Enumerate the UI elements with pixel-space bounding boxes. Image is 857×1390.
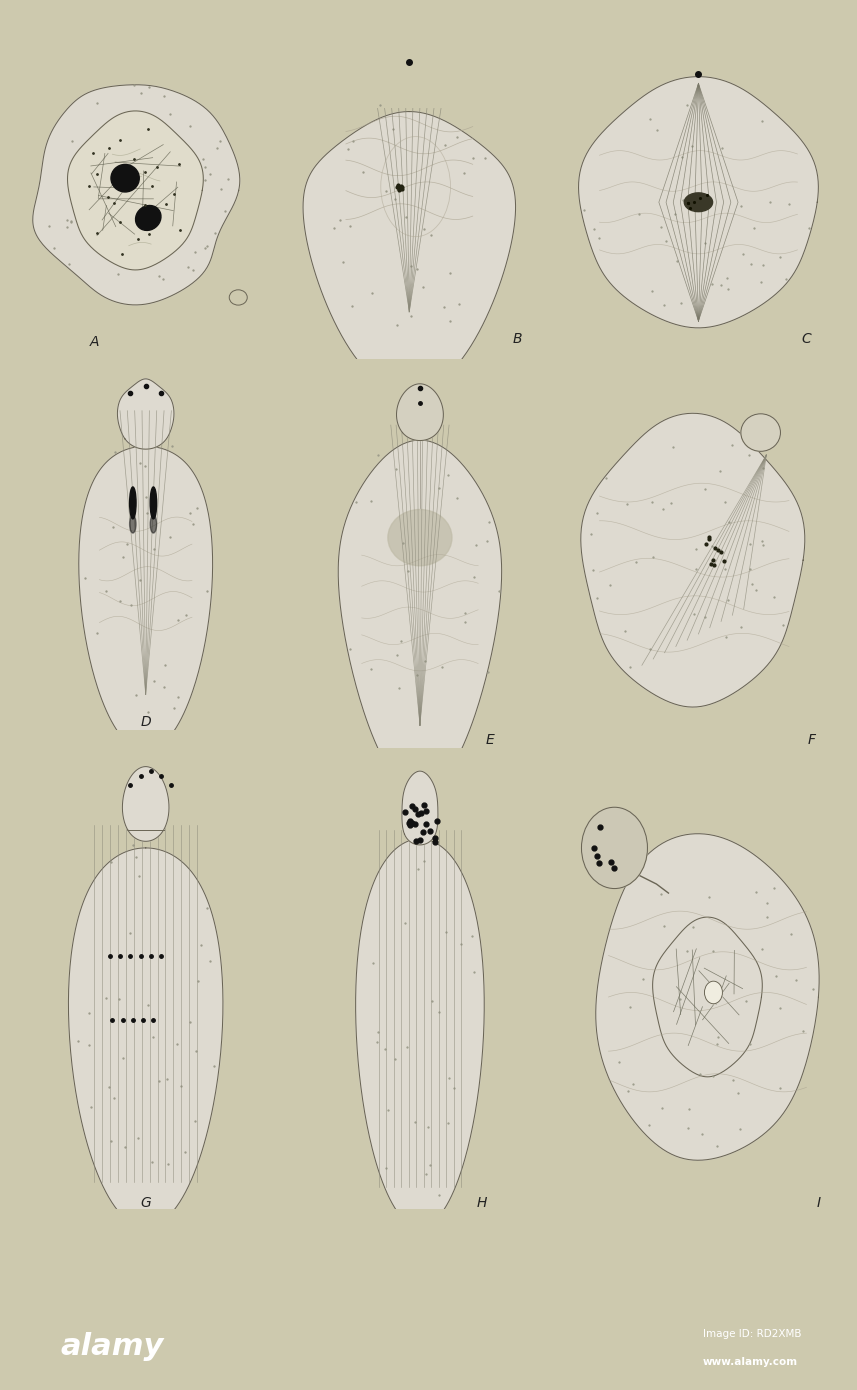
Ellipse shape <box>740 414 781 452</box>
Ellipse shape <box>684 193 712 211</box>
Polygon shape <box>397 384 443 441</box>
Text: D: D <box>141 716 151 730</box>
Polygon shape <box>581 413 805 708</box>
Ellipse shape <box>150 516 157 532</box>
Ellipse shape <box>704 981 722 1004</box>
Ellipse shape <box>129 486 136 518</box>
Text: alamy: alamy <box>60 1333 164 1361</box>
Ellipse shape <box>111 164 139 192</box>
Polygon shape <box>339 441 501 792</box>
Ellipse shape <box>581 808 648 888</box>
Text: G: G <box>141 1195 151 1211</box>
Polygon shape <box>69 848 223 1227</box>
Polygon shape <box>356 838 484 1227</box>
Text: B: B <box>512 332 522 346</box>
Ellipse shape <box>129 516 136 532</box>
Polygon shape <box>117 379 174 449</box>
Polygon shape <box>596 834 819 1161</box>
Text: I: I <box>817 1195 820 1211</box>
Ellipse shape <box>388 510 452 566</box>
Polygon shape <box>578 76 818 328</box>
Polygon shape <box>33 85 240 304</box>
Polygon shape <box>68 111 203 270</box>
Text: E: E <box>485 733 494 746</box>
Text: www.alamy.com: www.alamy.com <box>703 1358 798 1368</box>
Text: Image ID: RD2XMB: Image ID: RD2XMB <box>703 1329 801 1339</box>
Polygon shape <box>303 111 516 393</box>
Text: H: H <box>476 1195 487 1211</box>
Text: C: C <box>801 332 811 346</box>
Text: F: F <box>807 733 816 746</box>
Text: A: A <box>89 335 99 349</box>
Ellipse shape <box>150 486 157 518</box>
Polygon shape <box>402 771 438 845</box>
Polygon shape <box>79 446 213 751</box>
Ellipse shape <box>135 206 161 231</box>
Polygon shape <box>123 767 169 841</box>
